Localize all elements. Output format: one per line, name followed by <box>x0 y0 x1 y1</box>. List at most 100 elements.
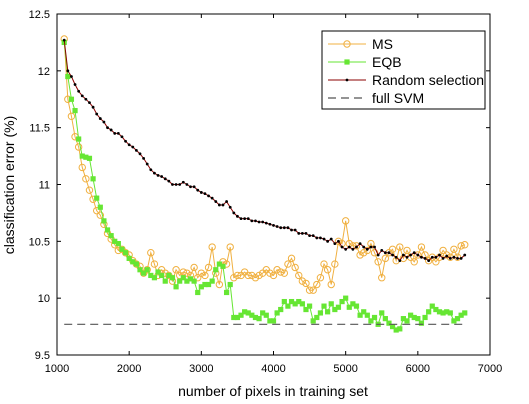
data-point-random-selection <box>272 224 275 227</box>
y-tick-label: 10 <box>38 293 50 305</box>
data-point-eqb <box>339 298 345 305</box>
y-tick-label: 10.5 <box>29 236 50 248</box>
data-point-eqb <box>411 314 417 321</box>
data-point-ms <box>78 163 86 172</box>
data-point-ms <box>204 263 213 272</box>
data-point-random-selection <box>243 217 247 221</box>
data-point-eqb <box>198 284 204 290</box>
x-tick-label: 4000 <box>261 363 285 375</box>
data-point-eqb <box>133 261 139 267</box>
x-tick-label: 6000 <box>406 363 430 375</box>
data-point-ms <box>331 260 339 268</box>
x-tick-label: 5000 <box>333 363 357 375</box>
y-tick-label: 12 <box>38 66 50 78</box>
data-point-eqb <box>137 267 143 273</box>
data-point-eqb <box>86 155 93 161</box>
data-point-random-selection <box>308 234 311 238</box>
data-point-random-selection <box>246 217 250 221</box>
data-point-eqb <box>256 316 262 322</box>
data-point-ms <box>226 243 234 251</box>
data-point-eqb <box>429 303 435 309</box>
data-point-ms <box>327 280 335 289</box>
data-point-random-selection <box>73 83 77 86</box>
legend-item-random-selection: Random selection <box>328 72 484 88</box>
data-point-ms <box>85 186 94 194</box>
data-point-eqb <box>205 281 212 288</box>
data-point-random-selection <box>221 203 225 207</box>
legend-label: Random selection <box>372 72 484 88</box>
data-point-eqb <box>130 259 136 265</box>
data-point-eqb <box>458 312 464 318</box>
data-point-random-selection <box>88 101 91 105</box>
data-point-eqb <box>108 233 114 239</box>
data-point-random-selection <box>333 242 337 246</box>
data-point-ms <box>334 237 343 246</box>
data-point-ms <box>450 245 458 253</box>
data-point-ms <box>233 271 242 280</box>
y-tick-label: 12.5 <box>29 9 50 21</box>
data-point-random-selection <box>66 69 70 73</box>
data-point-ms <box>356 251 364 259</box>
y-tick-label: 11.5 <box>29 123 50 135</box>
data-point-random-selection <box>62 38 66 42</box>
data-point-random-selection <box>427 259 431 263</box>
data-point-eqb <box>191 278 197 284</box>
data-point-eqb <box>242 309 248 315</box>
data-point-random-selection <box>351 247 355 251</box>
data-point-random-selection <box>120 135 124 139</box>
data-point-random-selection <box>362 245 366 249</box>
data-point-eqb <box>101 218 107 224</box>
data-point-random-selection <box>142 156 146 160</box>
data-point-random-selection <box>153 171 156 175</box>
data-point-ms <box>277 268 285 276</box>
data-point-random-selection <box>192 185 196 189</box>
data-point-ms <box>414 251 422 259</box>
data-point-random-selection <box>452 255 456 259</box>
data-point-eqb <box>454 316 461 322</box>
data-point-ms <box>316 274 325 282</box>
data-point-eqb <box>397 326 403 332</box>
data-point-ms <box>313 280 321 289</box>
data-point-eqb <box>104 227 111 233</box>
data-point-random-selection <box>239 217 243 221</box>
data-point-ms <box>143 266 151 274</box>
data-point-ms <box>352 242 361 250</box>
x-tick-label: 3000 <box>189 363 213 375</box>
data-point-eqb <box>213 267 219 273</box>
data-point-random-selection <box>355 245 358 249</box>
data-point-eqb <box>317 310 324 316</box>
data-point-random-selection <box>293 228 297 232</box>
data-point-eqb <box>379 310 385 316</box>
data-point-random-selection <box>434 255 438 259</box>
data-point-eqb <box>72 108 78 114</box>
data-point-ms <box>309 286 317 294</box>
data-point-random-selection <box>290 228 293 232</box>
legend-item-full-svm: full SVM <box>328 90 424 106</box>
data-point-random-selection <box>199 191 203 194</box>
data-point-ms <box>302 279 310 288</box>
data-point-ms <box>201 271 209 280</box>
data-point-eqb <box>364 312 370 318</box>
data-point-random-selection <box>232 211 236 215</box>
data-point-eqb <box>404 318 410 324</box>
data-point-random-selection <box>156 174 160 177</box>
data-point-random-selection <box>91 105 95 109</box>
data-point-ms <box>410 258 418 266</box>
data-point-ms <box>92 206 101 215</box>
data-point-ms <box>360 249 368 257</box>
data-point-ms <box>341 217 350 225</box>
data-point-ms <box>284 260 292 268</box>
data-point-ms <box>403 246 411 255</box>
data-point-eqb <box>144 267 150 273</box>
data-point-ms <box>230 274 238 282</box>
data-point-ms <box>190 263 198 272</box>
data-point-random-selection <box>178 183 182 186</box>
data-point-eqb <box>451 318 457 324</box>
data-point-random-selection <box>347 245 351 249</box>
data-point-ms <box>197 269 206 277</box>
data-point-random-selection <box>236 214 239 218</box>
series-line-random-selection <box>63 40 466 262</box>
data-point-eqb <box>400 316 406 322</box>
data-point-eqb <box>462 310 468 316</box>
